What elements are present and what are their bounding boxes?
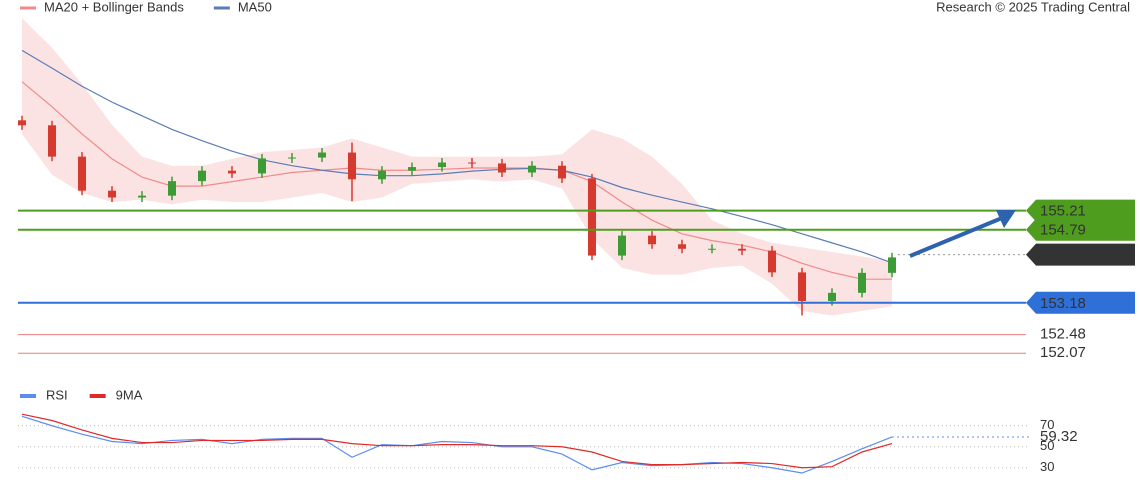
candle-body bbox=[198, 170, 206, 182]
candle-body bbox=[588, 178, 596, 256]
arrow-head bbox=[996, 210, 1016, 228]
candle-body bbox=[378, 170, 386, 180]
candle-body bbox=[528, 165, 536, 173]
y-tick-label: 50 bbox=[1040, 438, 1054, 453]
ma-line bbox=[21, 81, 892, 280]
y-tick-label: 30 bbox=[1040, 459, 1054, 474]
level-label: 152.48 bbox=[1040, 326, 1086, 343]
y-tick-label: 70 bbox=[1040, 417, 1054, 432]
candle-body bbox=[288, 157, 296, 159]
level-tag bbox=[1026, 199, 1135, 222]
candle-body bbox=[648, 235, 656, 245]
candle-body bbox=[108, 190, 116, 198]
candle-body bbox=[888, 257, 896, 273]
level-tag bbox=[1026, 291, 1135, 314]
ma-line bbox=[21, 49, 893, 264]
candle-body bbox=[438, 162, 446, 168]
arrow-shaft bbox=[909, 216, 1003, 258]
rsi-line bbox=[21, 415, 893, 474]
candle-body bbox=[558, 165, 566, 179]
level-tag bbox=[1026, 243, 1135, 266]
candle-body bbox=[708, 248, 716, 250]
candle-body bbox=[798, 272, 806, 301]
candle-body bbox=[678, 244, 686, 249]
candle-body bbox=[468, 162, 476, 164]
level-label: 153.18 bbox=[1040, 295, 1086, 312]
legend-label: MA50 bbox=[238, 0, 272, 14]
legend-label: 9MA bbox=[116, 387, 143, 402]
candle-body bbox=[258, 158, 266, 174]
candle-body bbox=[18, 120, 26, 126]
source: Research © 2025 Trading Central bbox=[936, 0, 1130, 14]
candle-body bbox=[348, 152, 356, 180]
legend-label: MA20 + Bollinger Bands bbox=[44, 0, 184, 14]
candle-body bbox=[618, 235, 626, 256]
level-label: 154.24 bbox=[1040, 247, 1086, 264]
rsi-line bbox=[21, 413, 893, 469]
candle-body bbox=[498, 163, 506, 173]
forecast-arrow bbox=[909, 210, 1016, 258]
level-label: 155.21 bbox=[1040, 203, 1086, 220]
level-label: 152.07 bbox=[1040, 344, 1086, 361]
rsi-panel: 70 50 30 59.32 RSI 9MA bbox=[18, 387, 1078, 474]
level-label: 154.79 bbox=[1040, 222, 1086, 239]
candle-body bbox=[48, 125, 56, 157]
level-tag bbox=[1026, 218, 1135, 241]
candle-body bbox=[858, 272, 866, 293]
legend-label: RSI bbox=[46, 387, 68, 402]
candle-body bbox=[318, 152, 326, 158]
candle-body bbox=[138, 195, 146, 198]
candle-body bbox=[828, 292, 836, 301]
candle-body bbox=[738, 248, 746, 251]
bollinger-band bbox=[22, 18, 892, 316]
candle-body bbox=[168, 181, 176, 196]
candle-body bbox=[78, 156, 86, 191]
candle-body bbox=[768, 250, 776, 273]
last-value-label: 59.32 bbox=[1040, 428, 1078, 445]
candle-body bbox=[228, 170, 236, 174]
candle-body bbox=[408, 167, 416, 171]
